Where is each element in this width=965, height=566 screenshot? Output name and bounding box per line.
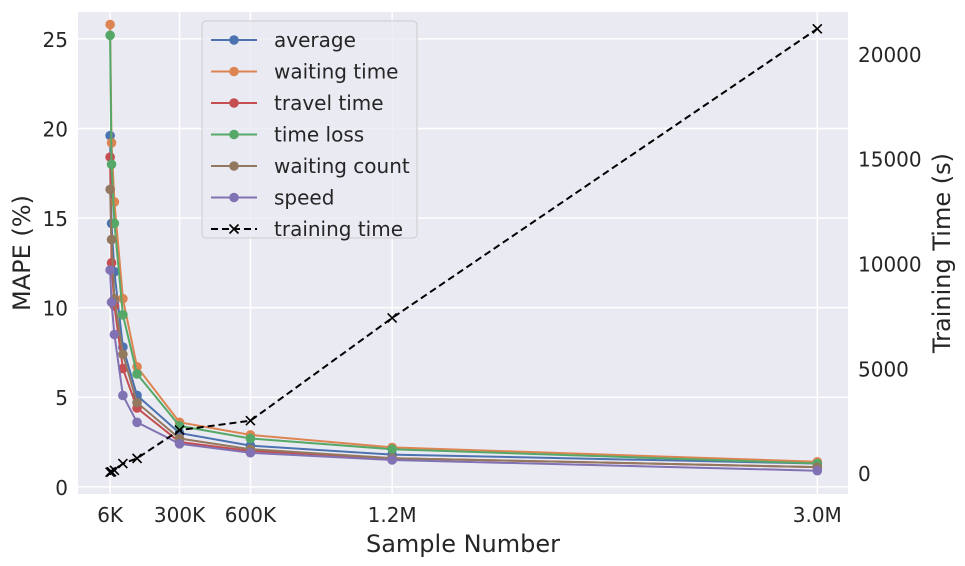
data-point xyxy=(105,19,115,30)
legend-item-travel-time: travel time xyxy=(211,91,384,115)
data-point xyxy=(106,297,117,308)
y-tick-label: 15 xyxy=(43,207,68,231)
data-point xyxy=(109,465,120,476)
y2-axis-label: Training Time (s) xyxy=(928,153,956,354)
y2-tick-label: 20000 xyxy=(858,43,922,67)
y-tick-label: 5 xyxy=(55,386,68,410)
x-tick-label: 3.0M xyxy=(793,503,842,527)
legend-item-speed: speed xyxy=(211,186,334,210)
y-axis-left-ticks: 0 5 10 15 20 25 xyxy=(43,28,68,500)
data-point xyxy=(812,23,823,34)
data-point xyxy=(387,312,398,324)
legend-item-time-loss: time loss xyxy=(211,123,364,147)
data-point xyxy=(228,223,240,235)
y2-tick-label: 5000 xyxy=(858,357,909,381)
legend-label: training time xyxy=(274,217,403,241)
data-point xyxy=(105,130,115,141)
y-tick-label: 25 xyxy=(43,28,68,52)
x-axis-ticks: 6K 300K 600K 1.2M 3.0M xyxy=(97,503,842,527)
data-point xyxy=(229,161,239,171)
data-point xyxy=(245,433,256,444)
x-axis-label: Sample Number xyxy=(366,530,560,558)
data-point xyxy=(229,35,239,45)
legend-label: travel time xyxy=(274,91,384,115)
y-tick-label: 0 xyxy=(55,476,68,500)
legend-item-waiting-time: waiting time xyxy=(211,60,398,84)
data-point xyxy=(109,329,120,340)
data-point xyxy=(105,152,115,162)
data-point xyxy=(245,415,256,426)
plot-background xyxy=(78,12,848,494)
data-point xyxy=(132,417,142,428)
data-point xyxy=(229,66,239,77)
legend-label: speed xyxy=(274,186,334,210)
data-point xyxy=(118,293,128,304)
data-point xyxy=(109,197,120,207)
y2-tick-label: 0 xyxy=(858,462,871,486)
data-point xyxy=(229,129,239,140)
legend-item-waiting-count: waiting count xyxy=(211,154,410,178)
data-point xyxy=(105,265,115,275)
data-point xyxy=(106,234,117,245)
data-point xyxy=(106,258,117,268)
series-layer xyxy=(105,19,823,478)
data-point xyxy=(132,369,142,379)
data-point xyxy=(106,159,117,170)
data-point xyxy=(174,439,185,449)
series-training-time xyxy=(105,23,823,478)
legend-label: time loss xyxy=(274,123,364,147)
x-tick-label: 6K xyxy=(97,503,124,527)
x-tick-label: 600K xyxy=(225,503,277,527)
data-point xyxy=(387,444,397,455)
legend-item-average: average xyxy=(211,28,356,52)
y2-tick-label: 15000 xyxy=(858,148,922,172)
data-point xyxy=(117,458,128,469)
data-point xyxy=(174,425,185,436)
y-axis-label: MAPE (%) xyxy=(8,195,36,311)
data-point xyxy=(229,192,239,203)
data-point xyxy=(105,30,115,41)
x-tick-label: 1.2M xyxy=(368,503,417,527)
legend: average waiting time travel time time loss w… xyxy=(201,20,418,241)
legend-frame xyxy=(201,20,418,239)
data-point xyxy=(106,466,117,477)
legend-label: waiting time xyxy=(274,60,398,84)
data-point xyxy=(118,390,128,401)
legend-label: average xyxy=(274,28,356,52)
data-point xyxy=(118,349,128,360)
data-point xyxy=(131,453,143,464)
y2-tick-label: 10000 xyxy=(858,252,922,276)
y-axis-right-ticks: 0 5000 10000 15000 20000 xyxy=(858,43,922,486)
y-tick-label: 10 xyxy=(43,297,68,321)
data-point xyxy=(132,397,142,408)
data-point xyxy=(118,310,128,320)
legend-item-training-time: training time xyxy=(211,217,403,241)
x-tick-label: 300K xyxy=(154,503,206,527)
data-point xyxy=(387,455,397,465)
series-speed xyxy=(105,265,823,476)
data-point xyxy=(105,184,115,195)
y-tick-label: 20 xyxy=(43,117,68,141)
data-point xyxy=(245,447,256,458)
data-point xyxy=(812,465,823,476)
data-point xyxy=(229,98,239,108)
legend-label: waiting count xyxy=(274,154,410,178)
